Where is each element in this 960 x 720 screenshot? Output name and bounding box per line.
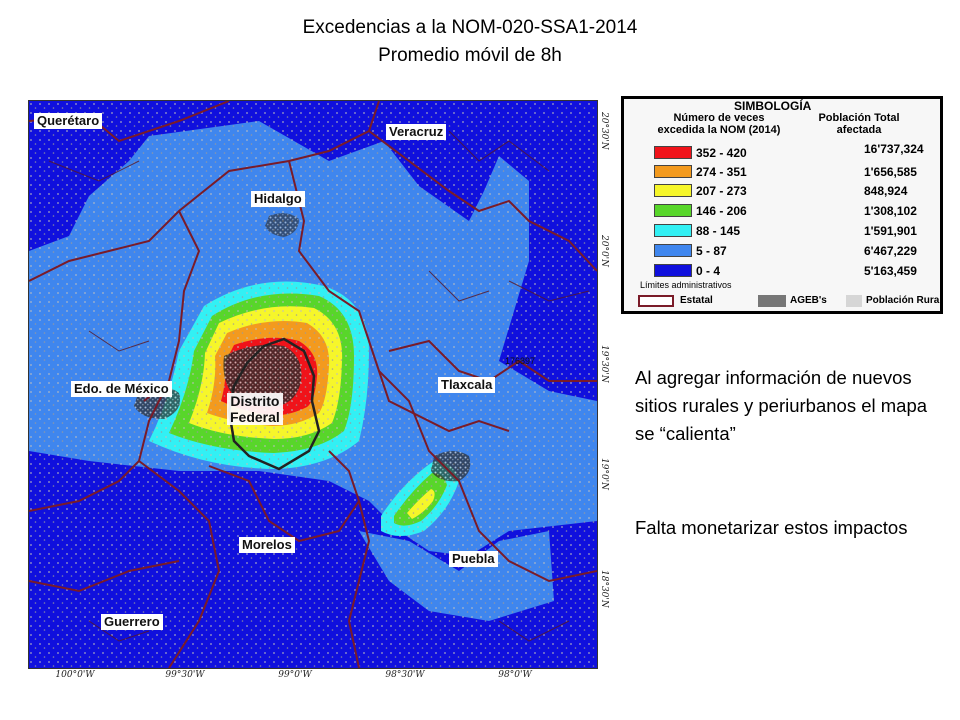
legend-range: 352 - 420 <box>696 146 747 160</box>
lon-tick: 99°30'W <box>165 670 205 680</box>
title-line-2: Promedio móvil de 8h <box>378 45 562 66</box>
legend-range: 207 - 273 <box>696 184 747 198</box>
label-distrito-federal: Distrito Federal <box>227 393 283 425</box>
estatal-label: Estatal <box>680 295 713 306</box>
legend-population: 6'467,229 <box>864 244 917 258</box>
legend-swatch <box>654 224 692 237</box>
legend-swatch <box>654 204 692 217</box>
label-morelos: Morelos <box>239 537 295 553</box>
side-text-paragraph-2: Falta monetarizar estos impactos <box>635 517 908 538</box>
title-line-1: Excedencias a la NOM-020-SSA1-2014 <box>302 17 638 38</box>
federal-district-boundary <box>227 337 321 471</box>
rural-swatch <box>846 295 862 307</box>
legend-population: 848,924 <box>864 184 908 198</box>
lon-tick: 98°30'W <box>385 670 425 680</box>
estatal-swatch <box>638 295 674 307</box>
label-queretaro: Querétaro <box>34 113 103 129</box>
legend-swatch <box>654 264 692 277</box>
ageb-urban-area <box>223 344 302 407</box>
map-legend: SIMBOLOGÍA Número de veces excedida la N… <box>621 96 943 314</box>
legend-range: 88 - 145 <box>696 224 741 238</box>
longitude-axis: 100°0'W 99°30'W 99°0'W 98°30'W 98°0'W <box>28 668 597 688</box>
legend-col2-header: Población Total afectada <box>818 112 900 136</box>
legend-title: SIMBOLOGÍA <box>734 99 812 113</box>
label-puebla: Puebla <box>449 551 498 567</box>
legend-range: 5 - 87 <box>696 244 727 258</box>
legend-col1-header: Número de veces excedida la NOM (2014) <box>657 112 781 136</box>
legend-swatch <box>654 244 692 257</box>
legend-range: 274 - 351 <box>696 165 747 179</box>
rural-label: Población Rural <box>866 295 943 306</box>
legend-swatch <box>654 165 692 178</box>
ageb-swatch <box>758 295 786 307</box>
municipal-boundaries <box>48 130 590 642</box>
lat-tick: 19°30'N <box>599 345 609 383</box>
side-text-paragraph-1: Al agregar información de nuevos sitios … <box>635 367 928 444</box>
legend-population: 1'308,102 <box>864 204 917 218</box>
legend-limits-label: Límites administrativos <box>640 280 732 290</box>
label-guerrero: Guerrero <box>101 614 163 630</box>
pollution-map: Querétaro Veracruz Hidalgo Edo. de Méxic… <box>28 100 598 669</box>
ageb-puebla <box>431 451 471 482</box>
legend-population: 1'591,901 <box>864 224 917 238</box>
latitude-axis: 20°30'N 20°0'N 19°30'N 19°0'N 18°30'N <box>597 100 617 667</box>
legend-swatch <box>654 146 692 159</box>
label-code: 176897 <box>505 356 536 366</box>
legend-swatch <box>654 184 692 197</box>
lat-tick: 18°30'N <box>599 570 609 608</box>
lon-tick: 98°0'W <box>498 670 532 680</box>
legend-range: 0 - 4 <box>696 264 721 278</box>
label-edo-mexico: Edo. de México <box>71 381 172 397</box>
lat-tick: 20°30'N <box>599 112 609 150</box>
label-tlaxcala: Tlaxcala <box>438 377 496 393</box>
label-hidalgo: Hidalgo <box>251 191 305 207</box>
state-boundaries <box>29 101 597 668</box>
legend-range: 146 - 206 <box>696 204 747 218</box>
lat-tick: 20°0'N <box>599 235 609 268</box>
lon-tick: 99°0'W <box>278 670 312 680</box>
lat-tick: 19°0'N <box>599 458 609 491</box>
legend-population: 5'163,459 <box>864 264 917 278</box>
ageb-pachuca <box>265 213 299 237</box>
legend-population: 1'656,585 <box>864 165 917 179</box>
label-veracruz: Veracruz <box>386 124 447 140</box>
legend-population: 16'737,324 <box>864 142 924 156</box>
agebs-label: AGEB's <box>790 295 827 306</box>
lon-tick: 100°0'W <box>55 670 95 680</box>
